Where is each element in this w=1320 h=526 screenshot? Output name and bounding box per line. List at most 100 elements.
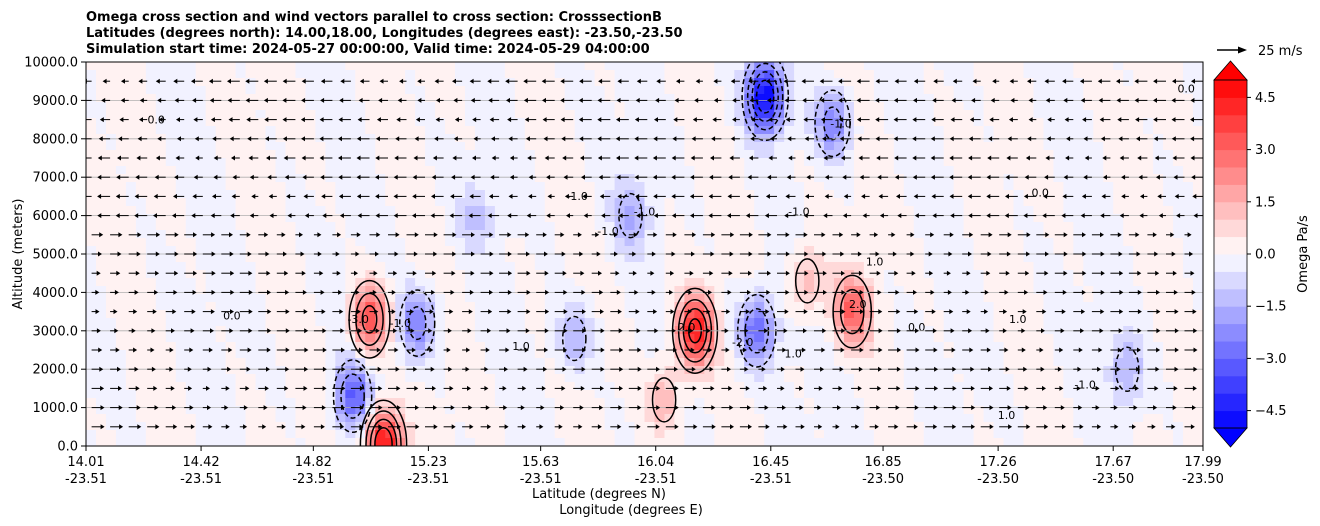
heatmap-cell xyxy=(524,174,536,183)
heatmap-cell xyxy=(514,366,526,375)
heatmap-cell xyxy=(395,398,406,407)
heatmap-cell xyxy=(923,398,935,407)
heatmap-cell xyxy=(325,230,336,239)
heatmap-cell xyxy=(554,294,566,303)
heatmap-cell xyxy=(544,342,556,351)
heatmap-cell xyxy=(1163,342,1174,351)
heatmap-cell xyxy=(295,270,307,279)
heatmap-cell xyxy=(295,366,307,375)
heatmap-cell xyxy=(674,118,685,127)
heatmap-cell xyxy=(245,126,257,135)
heatmap-cell xyxy=(963,110,975,119)
heatmap-cell xyxy=(694,102,705,111)
heatmap-cell xyxy=(694,230,705,239)
heatmap-cell xyxy=(674,222,685,231)
heatmap-cell xyxy=(833,262,845,271)
heatmap-cell xyxy=(704,374,715,383)
heatmap-cell xyxy=(185,166,197,175)
heatmap-cell xyxy=(933,182,945,191)
heatmap-cell xyxy=(155,182,167,191)
heatmap-cell xyxy=(435,118,446,127)
heatmap-cell xyxy=(614,126,626,135)
heatmap-cell xyxy=(1153,382,1164,391)
heatmap-cell xyxy=(764,318,775,327)
heatmap-cell xyxy=(714,358,725,367)
heatmap-cell xyxy=(345,246,356,255)
heatmap-cell xyxy=(624,246,636,255)
heatmap-cell xyxy=(594,206,606,215)
heatmap-cell xyxy=(115,310,127,319)
heatmap-cell xyxy=(484,302,496,311)
heatmap-cell xyxy=(973,366,985,375)
heatmap-cell xyxy=(175,294,187,303)
heatmap-cell xyxy=(574,86,586,95)
heatmap-cell xyxy=(1063,390,1074,399)
heatmap-cell xyxy=(794,142,805,151)
heatmap-cell xyxy=(734,174,745,183)
heatmap-cell xyxy=(524,150,536,159)
heatmap-cell xyxy=(255,414,267,423)
heatmap-cell xyxy=(105,78,117,87)
heatmap-cell xyxy=(395,246,406,255)
heatmap-cell xyxy=(684,398,695,407)
heatmap-cell xyxy=(923,166,935,175)
heatmap-cell xyxy=(1063,278,1074,287)
heatmap-cell xyxy=(1003,398,1015,407)
heatmap-cell xyxy=(774,350,785,359)
heatmap-cell xyxy=(624,254,636,263)
heatmap-cell xyxy=(245,182,257,191)
heatmap-cell xyxy=(634,270,646,279)
heatmap-cell xyxy=(574,118,586,127)
heatmap-cell xyxy=(415,126,426,135)
heatmap-cell xyxy=(295,70,307,79)
heatmap-cell xyxy=(415,214,426,223)
heatmap-cell xyxy=(754,358,765,367)
heatmap-cell xyxy=(1073,390,1084,399)
heatmap-cell xyxy=(1003,310,1015,319)
heatmap-cell xyxy=(704,174,715,183)
heatmap-cell xyxy=(1103,318,1114,327)
heatmap-cell xyxy=(95,294,107,303)
heatmap-cell xyxy=(654,238,666,247)
heatmap-cell xyxy=(1183,62,1194,71)
heatmap-cell xyxy=(754,78,765,87)
heatmap-cell xyxy=(833,222,845,231)
heatmap-cell xyxy=(175,254,187,263)
heatmap-cell xyxy=(345,318,356,327)
heatmap-cell xyxy=(1053,310,1064,319)
heatmap-cell xyxy=(165,142,177,151)
heatmap-cell xyxy=(105,110,117,119)
heatmap-cell xyxy=(1013,110,1025,119)
heatmap-cell xyxy=(883,382,895,391)
heatmap-cell xyxy=(365,254,376,263)
heatmap-cell xyxy=(1173,366,1184,375)
heatmap-cell xyxy=(1193,86,1203,95)
heatmap-cell xyxy=(1163,390,1174,399)
heatmap-cell xyxy=(245,190,257,199)
heatmap-cell xyxy=(833,398,845,407)
heatmap-cell xyxy=(744,70,755,79)
heatmap-cell xyxy=(1123,70,1134,79)
heatmap-cell xyxy=(883,126,895,135)
heatmap-cell xyxy=(724,222,735,231)
heatmap-cell xyxy=(883,206,895,215)
heatmap-cell xyxy=(425,222,436,231)
heatmap-cell xyxy=(784,70,795,79)
heatmap-cell xyxy=(325,206,336,215)
heatmap-cell xyxy=(923,254,935,263)
heatmap-cell xyxy=(544,206,556,215)
heatmap-cell xyxy=(215,398,227,407)
heatmap-cell xyxy=(305,310,316,319)
heatmap-cell xyxy=(1023,334,1035,343)
heatmap-cell xyxy=(195,270,207,279)
heatmap-cell xyxy=(265,78,277,87)
heatmap-cell xyxy=(604,150,616,159)
heatmap-cell xyxy=(195,222,207,231)
heatmap-cell xyxy=(1143,278,1154,287)
heatmap-cell xyxy=(1113,102,1124,111)
heatmap-cell xyxy=(993,278,1005,287)
heatmap-cell xyxy=(604,366,616,375)
heatmap-cell xyxy=(395,262,406,271)
heatmap-cell xyxy=(1073,374,1084,383)
heatmap-cell xyxy=(993,222,1005,231)
